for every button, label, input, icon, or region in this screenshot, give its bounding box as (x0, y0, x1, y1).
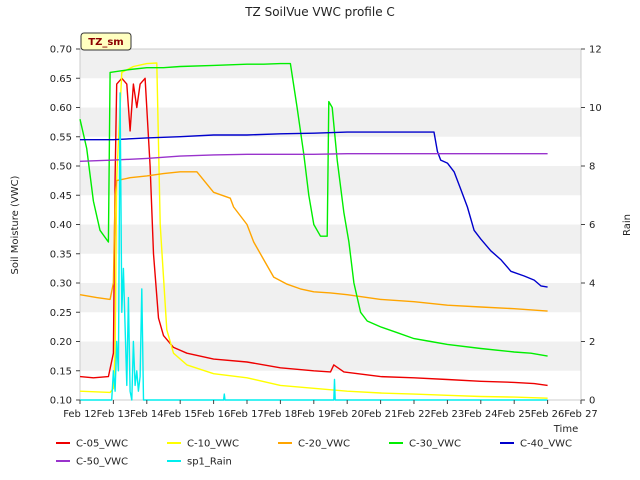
plot-band (80, 49, 581, 79)
legend-label: sp1_Rain (187, 457, 232, 468)
series-line-c-05-vwc (79, 77, 548, 387)
legend-label: C-10_VWC (187, 439, 239, 450)
legend-item: C-40_VWC (500, 439, 572, 450)
y-tick-label: 0.35 (50, 249, 72, 260)
y-tick-label: 0.55 (50, 132, 72, 143)
x-tick-label: Feb 26 (531, 409, 565, 420)
y2-tick-label: 6 (589, 220, 595, 231)
y-tick-label: 0.40 (50, 220, 72, 231)
x-tick-label: Feb 14 (130, 409, 164, 420)
legend-label: C-20_VWC (298, 439, 350, 450)
plot-band (80, 224, 581, 254)
y2-tick-label: 10 (589, 103, 602, 114)
x-tick-label: Feb 18 (264, 409, 298, 420)
x-tick-label: Feb 21 (364, 409, 398, 420)
series-line-c-40-vwc (80, 131, 548, 288)
y-tick-label: 0.15 (50, 366, 72, 377)
legend-item: sp1_Rain (167, 457, 232, 468)
y-tick-label: 0.45 (50, 191, 72, 202)
chart-title: TZ SoilVue VWC profile C (244, 5, 395, 19)
y-tick-label: 0.10 (50, 396, 72, 407)
legend-label: C-40_VWC (520, 439, 572, 450)
badge: TZ_sm (80, 32, 132, 51)
plot-background-bands (80, 49, 581, 371)
x-tick-label: Feb 25 (497, 409, 531, 420)
y2-tick-label: 12 (589, 45, 602, 56)
y-tick-label: 0.30 (50, 279, 72, 290)
badge-box (80, 32, 132, 51)
legend-item: C-30_VWC (389, 439, 461, 450)
x-tick-label: Feb 16 (197, 409, 231, 420)
y2-tick-label: 2 (589, 337, 595, 348)
x-tick-label: Feb 20 (330, 409, 364, 420)
y-tick-label: 0.70 (50, 45, 72, 56)
series-line-c-10-vwc (79, 62, 548, 399)
x-tick-label: Feb 27 (564, 409, 598, 420)
x-tick-label: Feb 24 (464, 409, 498, 420)
y2-axis-ticks: 0 2 4 6 8 10 12 (581, 45, 602, 407)
series-line-c-50-vwc (79, 153, 548, 162)
legend: C-05_VWC C-10_VWC C-20_VWC C-30_VWC C-40_VWC… (56, 439, 572, 468)
series-line-c-20-vwc (79, 171, 548, 312)
y-tick-label: 0.60 (50, 103, 72, 114)
legend-label: C-50_VWC (76, 457, 128, 468)
x-tick-label: Feb 12 (63, 409, 97, 420)
y2-tick-label: 4 (589, 279, 595, 290)
y-tick-label: 0.25 (50, 308, 72, 319)
legend-item: C-05_VWC (56, 439, 128, 450)
x-tick-label: Feb 15 (163, 409, 197, 420)
series-layer (79, 62, 548, 401)
y-tick-label: 0.65 (50, 74, 72, 85)
x-axis-title: Time (553, 424, 578, 435)
y2-tick-label: 0 (589, 396, 595, 407)
y-axis-ticks: 0.10 0.15 0.20 0.25 0.30 0.35 0.40 0.45 0.50 0.55… (50, 45, 80, 407)
y-axis-title: Soil Moisture (VWC) (10, 175, 21, 274)
plot-band (80, 341, 581, 371)
y-tick-label: 0.50 (50, 162, 72, 173)
plot-band (80, 166, 581, 196)
x-tick-label: Feb 23 (431, 409, 465, 420)
legend-item: C-50_VWC (56, 457, 128, 468)
x-axis-ticks: Feb 12 Feb 13 Feb 14 Feb 15 Feb 16 Feb 17 Feb … (63, 400, 598, 420)
y-tick-label: 0.20 (50, 337, 72, 348)
series-line-c-30-vwc (79, 62, 548, 357)
legend-item: C-20_VWC (278, 439, 350, 450)
x-tick-label: Feb 13 (97, 409, 131, 420)
y2-tick-label: 8 (589, 162, 595, 173)
legend-item: C-10_VWC (167, 439, 239, 450)
badge-label: TZ_sm (88, 37, 123, 48)
x-tick-label: Feb 22 (397, 409, 431, 420)
legend-label: C-30_VWC (409, 439, 461, 450)
y2-axis-title: Rain (622, 214, 633, 236)
legend-label: C-05_VWC (76, 439, 128, 450)
x-tick-label: Feb 17 (230, 409, 264, 420)
series-line-sp1-rain (80, 92, 548, 401)
x-tick-label: Feb 19 (297, 409, 331, 420)
plot-band (80, 107, 581, 137)
